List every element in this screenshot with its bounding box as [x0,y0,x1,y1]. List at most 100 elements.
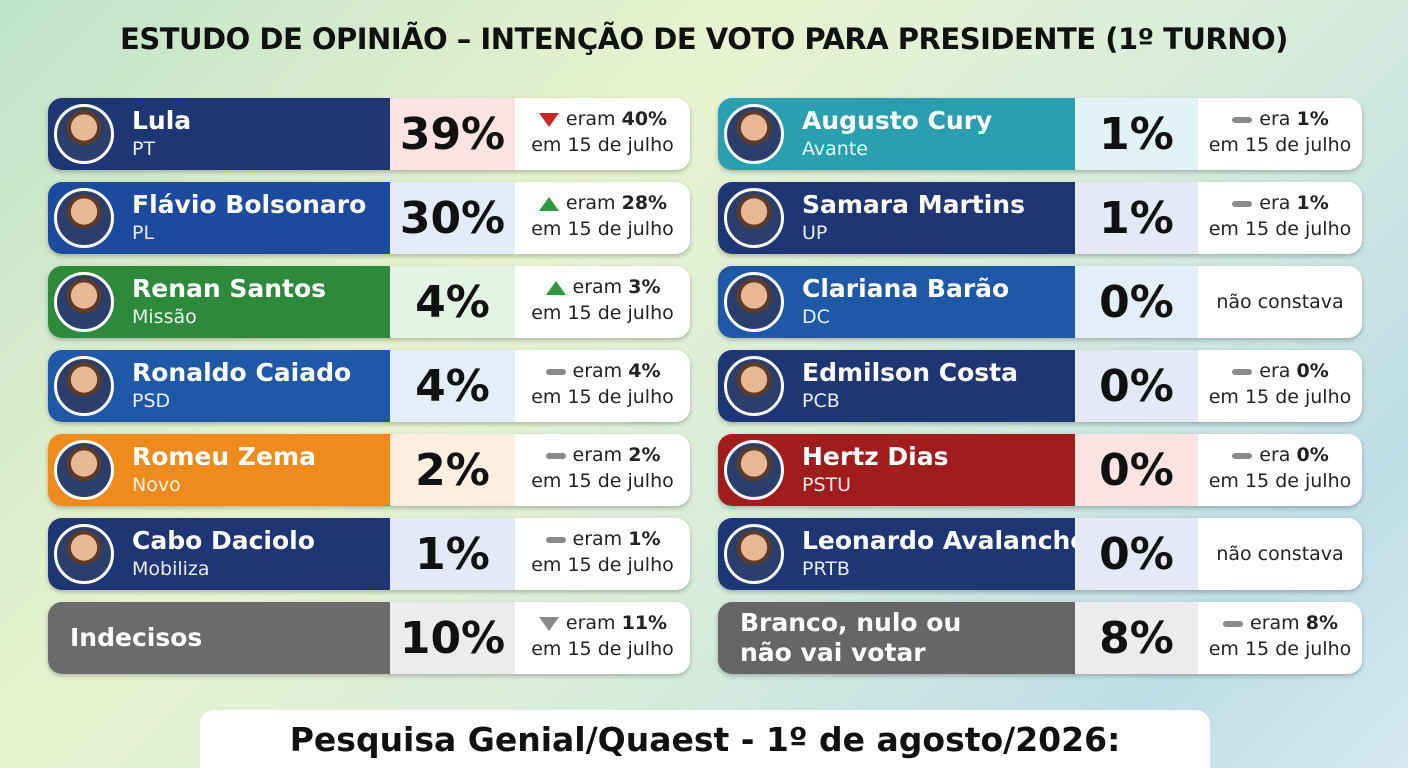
party: Novo [132,474,181,496]
change-label: eram [565,108,616,130]
change-note: não constava [1216,543,1344,565]
candidate-row: Flávio Bolsonaro PL 30% eram 28% em 15 de ju… [48,182,690,254]
avatar [724,104,784,164]
percent: 8% [1075,602,1198,674]
change-date: em 15 de julho [1208,470,1352,492]
change: eram 8% em 15 de julho [1198,602,1362,674]
party: Missão [132,306,197,328]
previous-value: 4% [628,360,661,382]
change: era 0% em 15 de julho [1198,434,1362,506]
candidate-row: Hertz Dias PSTU 0% era 0% em 15 de julho [718,434,1362,506]
change-label: eram [572,528,623,550]
name-box: Renan Santos Missão [48,266,390,338]
change-label: era [1259,444,1291,466]
change-line: eram 3% [515,276,690,298]
previous-value: 1% [1296,192,1329,214]
avatar [724,188,784,248]
avatar [724,524,784,584]
party: PSD [132,390,171,412]
change-label: eram [572,276,623,298]
change: eram 28% em 15 de julho [515,182,690,254]
change-date: em 15 de julho [531,386,674,408]
change-line: era 0% [1198,360,1362,382]
name-box: Lula PT [48,98,390,170]
candidate-name: Augusto Cury [802,106,993,135]
change: não constava [1198,518,1362,590]
candidate-name: Edmilson Costa [802,358,1018,387]
previous-value: 40% [621,108,668,130]
change-date: em 15 de julho [531,218,674,240]
category-name: Branco, nulo ou não vai votar [740,608,962,667]
name-box: Augusto Cury Avante [718,98,1075,170]
party: Mobiliza [132,558,210,580]
party: PT [132,138,156,160]
previous-value: 1% [628,528,661,550]
percent: 30% [390,182,515,254]
candidate-name: Cabo Daciolo [132,526,315,555]
percent: 1% [1075,98,1198,170]
footer: Pesquisa Genial/Quaest - 1º de agosto/20… [200,710,1210,768]
avatar [724,356,784,416]
trend-icon [538,616,559,631]
name-box: Clariana Barão DC [718,266,1075,338]
avatar [54,188,114,248]
previous-value: 11% [621,612,668,634]
trend-icon [1232,452,1253,459]
change: era 1% em 15 de julho [1198,182,1362,254]
change-date: em 15 de julho [531,134,674,156]
percent: 10% [390,602,515,674]
name-box: Romeu Zema Novo [48,434,390,506]
change-line: eram 40% [515,108,690,130]
party: PL [132,222,155,244]
avatar [54,440,114,500]
candidate-row: Ronaldo Caiado PSD 4% eram 4% em 15 de julho [48,350,690,422]
name-box: Flávio Bolsonaro PL [48,182,390,254]
change: não constava [1198,266,1362,338]
candidate-name: Hertz Dias [802,442,949,471]
change-line: eram 1% [515,528,690,550]
candidate-row: Renan Santos Missão 4% eram 3% em 15 de julh… [48,266,690,338]
name-box: Edmilson Costa PCB [718,350,1075,422]
percent: 0% [1075,350,1198,422]
change-date: em 15 de julho [1208,218,1352,240]
change: eram 3% em 15 de julho [515,266,690,338]
party: PSTU [802,474,852,496]
percent: 4% [390,350,515,422]
name-box: Samara Martins UP [718,182,1075,254]
trend-icon [1223,620,1244,627]
change-line: eram 28% [515,192,690,214]
percent: 0% [1075,518,1198,590]
trend-icon [545,536,566,543]
party: UP [802,222,828,244]
percent: 39% [390,98,515,170]
trend-icon [538,196,559,211]
party: PCB [802,390,840,412]
change-label: eram [572,444,623,466]
change-label: eram [565,612,616,634]
change-date: em 15 de julho [531,638,674,660]
change-label: era [1259,192,1291,214]
change-date: em 15 de julho [531,554,674,576]
change-date: em 15 de julho [1208,638,1352,660]
name-box: Cabo Daciolo Mobiliza [48,518,390,590]
change-line: era 1% [1198,108,1362,130]
trend-icon [545,368,566,375]
name-box: Hertz Dias PSTU [718,434,1075,506]
previous-value: 2% [628,444,661,466]
trend-icon [545,452,566,459]
category-name: Indecisos [70,623,203,652]
candidate-row: Cabo Daciolo Mobiliza 1% eram 1% em 15 de ju… [48,518,690,590]
avatar [54,356,114,416]
change: eram 1% em 15 de julho [515,518,690,590]
change-line: eram 11% [515,612,690,634]
change-label: eram [1250,612,1300,634]
change: eram 2% em 15 de julho [515,434,690,506]
candidate-row: Leonardo Avalanche PRTB 0% não constava [718,518,1362,590]
change-label: eram [572,360,623,382]
percent: 4% [390,266,515,338]
percent: 0% [1075,434,1198,506]
previous-value: 28% [621,192,668,214]
previous-value: 0% [1296,360,1329,382]
candidate-row: Romeu Zema Novo 2% eram 2% em 15 de julho [48,434,690,506]
